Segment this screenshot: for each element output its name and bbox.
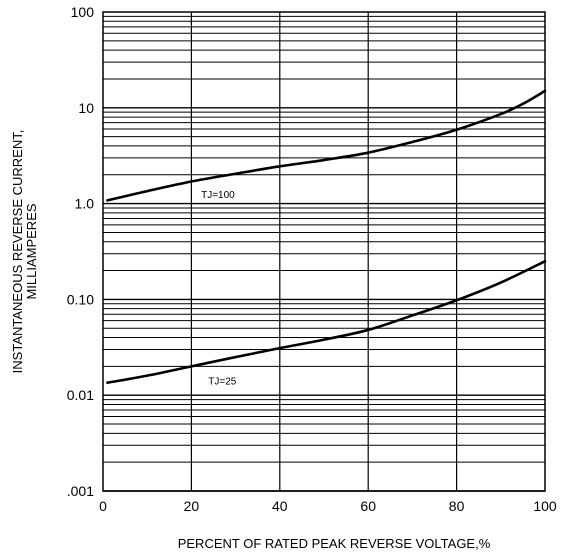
x-tick-label-0: 0 bbox=[99, 498, 107, 514]
series-line-1 bbox=[106, 259, 547, 385]
series-labels: TJ=100 TJ=25 bbox=[201, 190, 237, 387]
series-layer bbox=[106, 89, 547, 385]
y-tick-label: 100 bbox=[71, 4, 95, 20]
y-tick-label: 10 bbox=[78, 100, 94, 116]
x-tick-label-40: 40 bbox=[272, 498, 288, 514]
x-tick-labels: 0 20 40 60 80 100 bbox=[99, 498, 557, 514]
x-tick-label-100: 100 bbox=[533, 498, 557, 514]
series-label-0: TJ=100 bbox=[201, 190, 235, 201]
series-label-1: TJ=25 bbox=[208, 376, 237, 387]
y-tick-label: 1.0 bbox=[75, 196, 95, 212]
plot-frame bbox=[102, 11, 546, 492]
x-tick-label-60: 60 bbox=[360, 498, 376, 514]
series-line-0 bbox=[106, 89, 547, 202]
x-tick-label-20: 20 bbox=[184, 498, 200, 514]
y-tick-label: 0.10 bbox=[67, 291, 94, 307]
y-axis-label-line-2: MILLIAMPERES bbox=[24, 203, 39, 299]
x-tick-label-80: 80 bbox=[449, 498, 465, 514]
x-axis-label: PERCENT OF RATED PEAK REVERSE VOLTAGE,% bbox=[178, 536, 491, 551]
grid bbox=[103, 12, 545, 492]
y-tick-label: 0.01 bbox=[67, 387, 94, 403]
y-tick-labels: .001 0.01 0.10 1.0 10 100 bbox=[67, 4, 94, 499]
y-tick-label: .001 bbox=[67, 483, 94, 499]
y-axis-label-line-1: INSTANTANEOUS REVERSE CURRENT, bbox=[10, 130, 25, 374]
